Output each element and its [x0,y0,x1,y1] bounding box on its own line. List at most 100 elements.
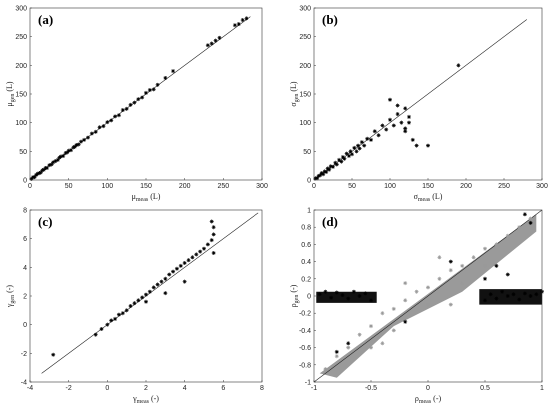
x-tick-label: 0 [426,385,430,392]
data-point-0-23 [182,261,187,266]
data-point-0-57 [244,16,249,21]
data-point-1-14 [483,246,487,251]
y-tick-label: 0 [307,294,311,301]
data-point-0-37 [116,113,121,118]
y-tick-label: 8 [23,208,27,215]
data-point-0-13 [51,160,56,165]
y-tick-label: 50 [19,149,27,156]
data-point-0-0 [317,292,322,297]
data-point-0-38 [120,108,125,113]
data-point-0-28 [522,212,527,217]
data-point-0-33 [101,124,106,129]
data-point-0-6 [116,312,121,317]
x-tick-label: 0 [312,183,316,190]
data-point-0-15 [339,159,344,164]
data-point-0-36 [395,112,400,117]
data-point-0-50 [205,43,210,48]
data-point-0-9 [128,304,133,309]
data-point-0-19 [534,292,539,297]
data-point-0-18 [163,276,168,281]
data-point-0-20 [171,269,176,274]
x-tick-label: 150 [140,183,152,190]
data-point-1-17 [517,225,522,230]
data-point-1-11 [448,268,453,273]
x-tick-label: -0.5 [365,385,377,392]
data-point-0-21 [66,148,71,153]
y-tick-label: 150 [299,92,311,99]
data-point-0-24 [356,143,361,148]
data-point-0-25 [74,143,79,148]
reference-line [313,209,543,383]
data-point-0-56 [240,18,245,23]
data-point-0-31 [211,232,216,237]
data-point-0-19 [346,153,351,158]
data-point-0-43 [407,120,411,125]
data-point-0-41 [132,100,137,105]
data-point-1-2 [346,345,351,350]
x-tick-label: 8 [260,385,264,392]
x-axis-label: σmeas (L) [414,192,443,203]
data-point-0-6 [322,169,327,174]
data-point-0-34 [105,120,110,125]
data-point-0-22 [68,148,73,153]
data-point-0-27 [79,139,84,144]
data-point-0-27 [362,143,367,148]
data-point-1-15 [494,242,499,247]
data-point-0-29 [86,135,90,140]
data-point-0-49 [171,69,176,74]
black-density-band-right [479,289,542,305]
data-point-0-36 [113,114,118,119]
data-point-0-29 [205,242,210,247]
data-point-1-21 [426,302,430,307]
data-point-0-13 [500,289,505,294]
data-point-0-47 [155,82,160,87]
data-point-0-25 [334,349,339,354]
data-point-1-27 [448,302,453,307]
panel-b: 0 50 100 150 200 250 300 0 50 100 150 200 250 300 σmea… [289,6,548,204]
black-density-band-left [316,291,377,303]
data-point-0-1 [93,332,98,337]
data-point-0-15 [151,285,156,290]
x-tick-label: -2 [66,385,72,392]
y-tick-label: 50 [303,149,311,156]
y-axis-label: γgen (-) [5,285,16,309]
x-tick-label: 1 [540,385,544,392]
data-point-0-37 [399,120,404,125]
data-point-0-10 [45,165,50,170]
data-point-0-27 [403,319,408,324]
data-point-0-43 [140,95,145,100]
x-axis-label: μmeas (L) [132,192,161,203]
data-point-1-1 [334,354,339,359]
data-point-1-8 [414,289,419,294]
data-point-0-36 [163,291,168,296]
y-tick-label: 300 [299,6,311,13]
y-tick-label: 0.4 [301,259,311,266]
data-point-0-32 [211,225,216,230]
data-point-0-2 [316,173,321,178]
y-axis-label: σgen (L) [289,81,300,107]
data-point-0-38 [403,106,408,111]
data-point-0-3 [105,322,110,327]
reference-line [313,19,527,181]
data-point-0-22 [178,263,183,268]
data-point-0-42 [403,129,408,134]
data-point-0-33 [384,127,389,132]
x-tick-label: -1 [311,385,317,392]
data-point-0-13 [144,292,148,297]
panel-label: (c) [38,214,52,229]
data-point-0-48 [456,63,461,68]
data-point-1-6 [391,306,396,311]
x-tick-label: 0 [105,385,109,392]
data-point-0-26 [76,142,81,147]
data-point-0-14 [505,294,510,298]
y-axis-label: μgen (L) [5,81,16,107]
x-tick-label: 250 [498,183,510,190]
panel-d: -1 -0.5 0 0.5 1 -1 -0.8 -0.6 -0.4 -0.2 0 0.2 0.4 0.6 0… [289,208,544,406]
data-point-0-44 [144,90,148,95]
data-point-0-23 [354,149,359,154]
y-tick-label: 4 [23,265,27,272]
data-point-1-4 [369,324,373,329]
y-tick-label: -1 [305,380,311,387]
data-point-0-3 [318,173,323,178]
